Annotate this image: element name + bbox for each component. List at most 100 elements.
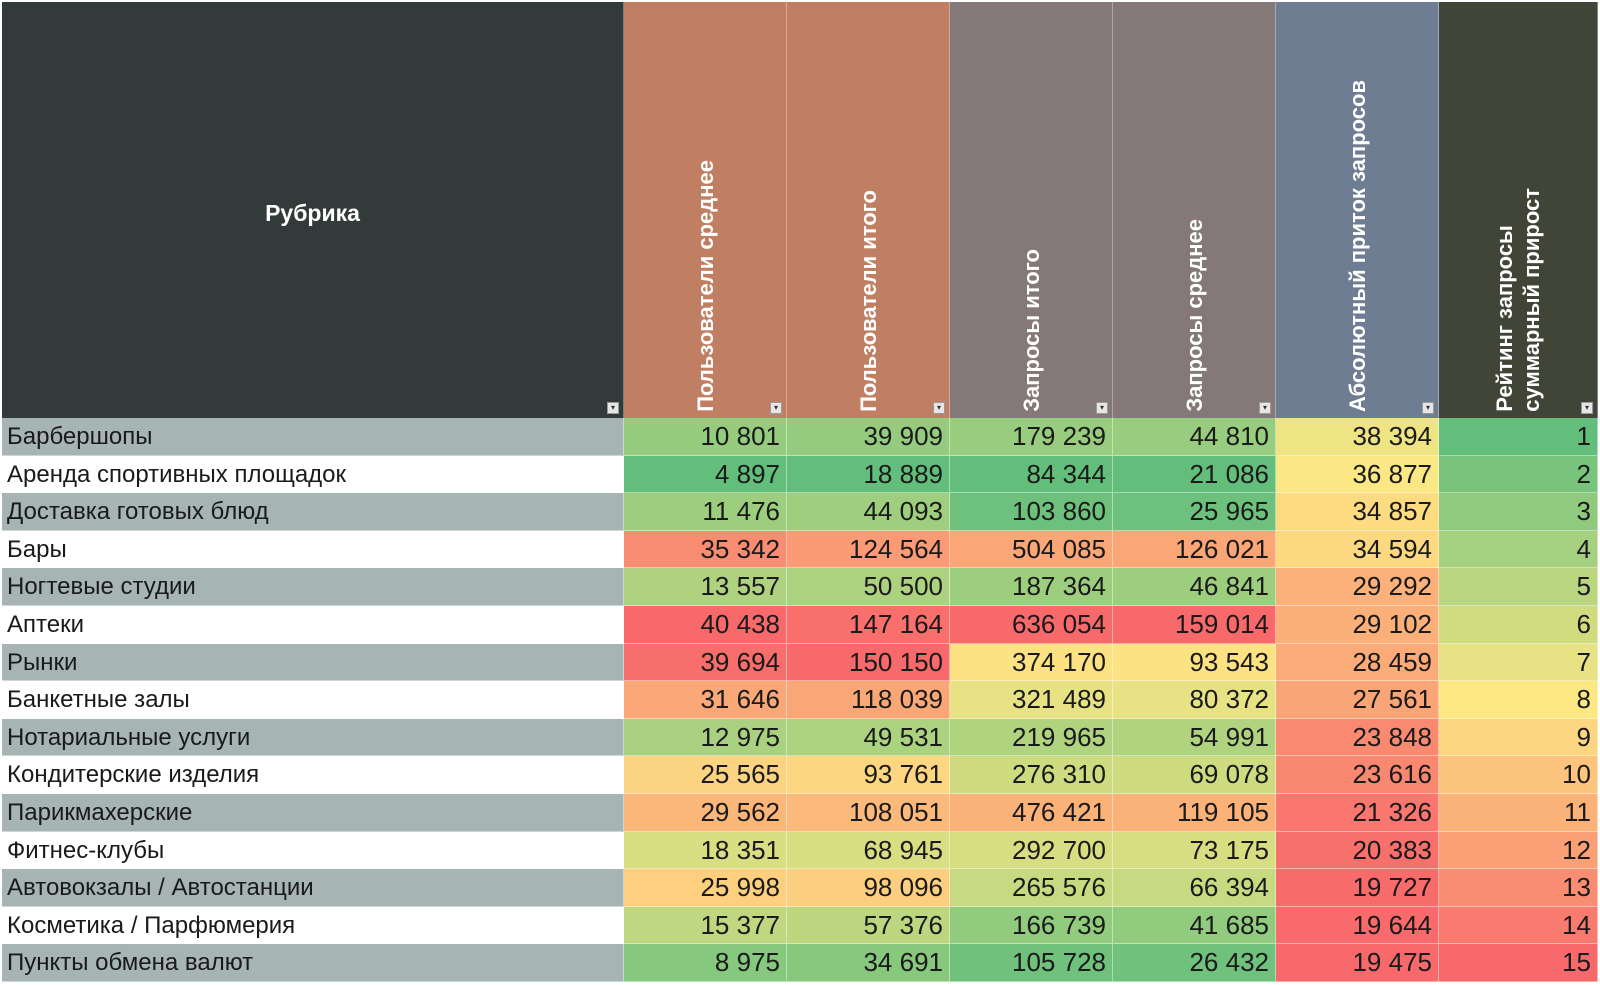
value-cell[interactable]: 119 105 <box>1113 793 1276 832</box>
value-cell[interactable]: 504 085 <box>950 530 1113 569</box>
value-cell[interactable]: 69 078 <box>1113 756 1276 794</box>
filter-dropdown-icon[interactable]: ▾ <box>1096 402 1108 414</box>
value-cell[interactable]: 19 475 <box>1276 944 1439 982</box>
value-cell[interactable]: 118 039 <box>787 681 950 719</box>
value-cell[interactable]: 12 <box>1439 831 1598 870</box>
value-cell[interactable]: 18 351 <box>624 831 787 870</box>
value-cell[interactable]: 147 164 <box>787 605 950 644</box>
value-cell[interactable]: 23 848 <box>1276 718 1439 757</box>
rubric-cell[interactable]: Парикмахерские <box>2 793 624 832</box>
value-cell[interactable]: 73 175 <box>1113 831 1276 870</box>
value-cell[interactable]: 66 394 <box>1113 869 1276 907</box>
value-cell[interactable]: 4 897 <box>624 455 787 494</box>
filter-dropdown-icon[interactable]: ▾ <box>1581 402 1593 414</box>
rubric-cell[interactable]: Кондитерские изделия <box>2 756 624 794</box>
value-cell[interactable]: 93 543 <box>1113 643 1276 682</box>
value-cell[interactable]: 374 170 <box>950 643 1113 682</box>
filter-dropdown-icon[interactable]: ▾ <box>1422 402 1434 414</box>
value-cell[interactable]: 93 761 <box>787 756 950 794</box>
value-cell[interactable]: 28 459 <box>1276 643 1439 682</box>
value-cell[interactable]: 38 394 <box>1276 418 1439 456</box>
value-cell[interactable]: 39 694 <box>624 643 787 682</box>
value-cell[interactable]: 11 <box>1439 793 1598 832</box>
column-header-6[interactable]: Рейтинг запросы суммарный прирост ▾ <box>1439 2 1598 418</box>
value-cell[interactable]: 4 <box>1439 530 1598 569</box>
rubric-cell[interactable]: Рынки <box>2 643 624 682</box>
value-cell[interactable]: 36 877 <box>1276 455 1439 494</box>
value-cell[interactable]: 31 646 <box>624 681 787 719</box>
rubric-cell[interactable]: Нотариальные услуги <box>2 718 624 757</box>
value-cell[interactable]: 15 <box>1439 944 1598 982</box>
value-cell[interactable]: 68 945 <box>787 831 950 870</box>
value-cell[interactable]: 1 <box>1439 418 1598 456</box>
value-cell[interactable]: 292 700 <box>950 831 1113 870</box>
value-cell[interactable]: 150 150 <box>787 643 950 682</box>
value-cell[interactable]: 11 476 <box>624 493 787 531</box>
value-cell[interactable]: 10 801 <box>624 418 787 456</box>
rubric-cell[interactable]: Пункты обмена валют <box>2 944 624 982</box>
value-cell[interactable]: 49 531 <box>787 718 950 757</box>
value-cell[interactable]: 50 500 <box>787 568 950 606</box>
value-cell[interactable]: 44 810 <box>1113 418 1276 456</box>
value-cell[interactable]: 6 <box>1439 605 1598 644</box>
rubric-cell[interactable]: Аренда спортивных площадок <box>2 455 624 494</box>
value-cell[interactable]: 29 562 <box>624 793 787 832</box>
column-header-2[interactable]: Пользователи итого ▾ <box>787 2 950 418</box>
filter-dropdown-icon[interactable]: ▾ <box>933 402 945 414</box>
value-cell[interactable]: 21 326 <box>1276 793 1439 832</box>
value-cell[interactable]: 25 565 <box>624 756 787 794</box>
value-cell[interactable]: 57 376 <box>787 906 950 945</box>
value-cell[interactable]: 39 909 <box>787 418 950 456</box>
value-cell[interactable]: 26 432 <box>1113 944 1276 982</box>
value-cell[interactable]: 18 889 <box>787 455 950 494</box>
value-cell[interactable]: 636 054 <box>950 605 1113 644</box>
value-cell[interactable]: 7 <box>1439 643 1598 682</box>
rubric-cell[interactable]: Фитнес-клубы <box>2 831 624 870</box>
value-cell[interactable]: 84 344 <box>950 455 1113 494</box>
value-cell[interactable]: 21 086 <box>1113 455 1276 494</box>
value-cell[interactable]: 20 383 <box>1276 831 1439 870</box>
value-cell[interactable]: 108 051 <box>787 793 950 832</box>
value-cell[interactable]: 34 691 <box>787 944 950 982</box>
value-cell[interactable]: 10 <box>1439 756 1598 794</box>
value-cell[interactable]: 13 <box>1439 869 1598 907</box>
value-cell[interactable]: 27 561 <box>1276 681 1439 719</box>
rubric-cell[interactable]: Банкетные залы <box>2 681 624 719</box>
value-cell[interactable]: 12 975 <box>624 718 787 757</box>
value-cell[interactable]: 80 372 <box>1113 681 1276 719</box>
value-cell[interactable]: 3 <box>1439 493 1598 531</box>
rubric-cell[interactable]: Барбершопы <box>2 418 624 456</box>
value-cell[interactable]: 276 310 <box>950 756 1113 794</box>
value-cell[interactable]: 25 998 <box>624 869 787 907</box>
rubric-cell[interactable]: Косметика / Парфюмерия <box>2 906 624 945</box>
value-cell[interactable]: 40 438 <box>624 605 787 644</box>
value-cell[interactable]: 25 965 <box>1113 493 1276 531</box>
value-cell[interactable]: 8 975 <box>624 944 787 982</box>
filter-dropdown-icon[interactable]: ▾ <box>1259 402 1271 414</box>
column-header-3[interactable]: Запросы итого ▾ <box>950 2 1113 418</box>
rubric-cell[interactable]: Доставка готовых блюд <box>2 493 624 531</box>
value-cell[interactable]: 166 739 <box>950 906 1113 945</box>
rubric-cell[interactable]: Бары <box>2 530 624 569</box>
value-cell[interactable]: 44 093 <box>787 493 950 531</box>
value-cell[interactable]: 14 <box>1439 906 1598 945</box>
value-cell[interactable]: 29 102 <box>1276 605 1439 644</box>
value-cell[interactable]: 98 096 <box>787 869 950 907</box>
value-cell[interactable]: 5 <box>1439 568 1598 606</box>
value-cell[interactable]: 265 576 <box>950 869 1113 907</box>
value-cell[interactable]: 13 557 <box>624 568 787 606</box>
value-cell[interactable]: 23 616 <box>1276 756 1439 794</box>
value-cell[interactable]: 124 564 <box>787 530 950 569</box>
value-cell[interactable]: 105 728 <box>950 944 1113 982</box>
column-header-4[interactable]: Запросы среднее ▾ <box>1113 2 1276 418</box>
rubric-cell[interactable]: Автовокзалы / Автостанции <box>2 869 624 907</box>
column-header-1[interactable]: Пользователи среднее ▾ <box>624 2 787 418</box>
value-cell[interactable]: 54 991 <box>1113 718 1276 757</box>
value-cell[interactable]: 187 364 <box>950 568 1113 606</box>
value-cell[interactable]: 179 239 <box>950 418 1113 456</box>
value-cell[interactable]: 2 <box>1439 455 1598 494</box>
value-cell[interactable]: 321 489 <box>950 681 1113 719</box>
value-cell[interactable]: 8 <box>1439 681 1598 719</box>
value-cell[interactable]: 29 292 <box>1276 568 1439 606</box>
value-cell[interactable]: 34 594 <box>1276 530 1439 569</box>
